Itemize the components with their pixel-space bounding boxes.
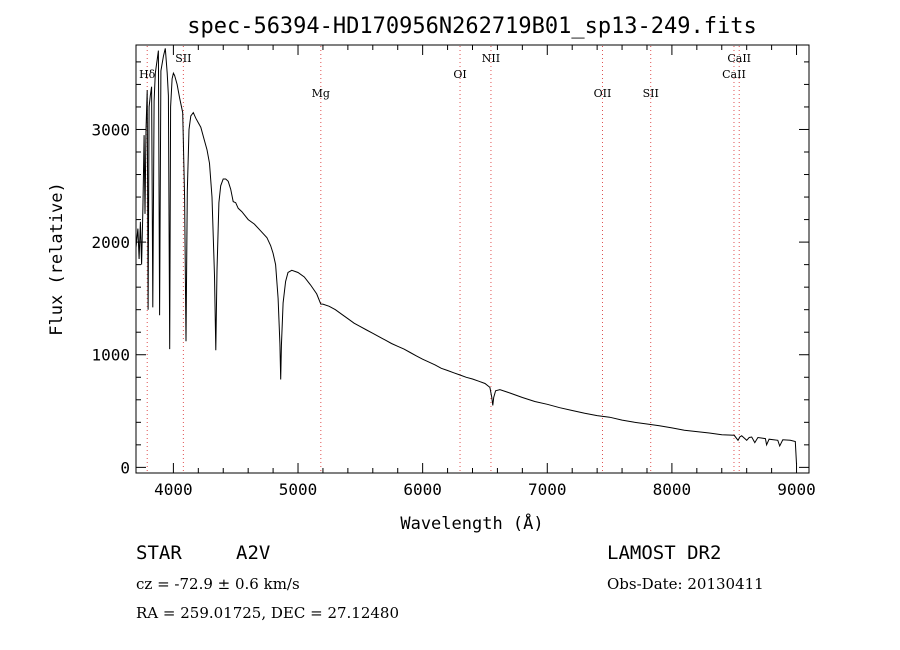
y-tick-label: 3000 bbox=[91, 120, 130, 139]
obs-date: Obs-Date: 20130411 bbox=[607, 575, 764, 593]
y-tick-label: 1000 bbox=[91, 346, 130, 365]
plot-frame bbox=[135, 44, 810, 474]
spectrum-series-line bbox=[135, 48, 797, 465]
spectral-line-label: CaII bbox=[722, 68, 746, 81]
spectral-line-label: Mg bbox=[312, 87, 330, 100]
x-tick-label: 4000 bbox=[154, 480, 193, 499]
plot-area: Hδ SII Mg OI NII OII SII CaII CaII 4000 5000 6000 7… bbox=[91, 44, 816, 499]
survey-name: LAMOST DR2 bbox=[607, 542, 721, 564]
x-tick-label: 7000 bbox=[528, 480, 567, 499]
object-type: STAR bbox=[136, 542, 182, 564]
chart-title: spec-56394-HD170956N262719B01_sp13-249.f… bbox=[187, 14, 757, 39]
axis-ticks: 4000 5000 6000 7000 8000 9000 0 1000 2000 3000 bbox=[91, 45, 816, 499]
spectral-line-label: NII bbox=[482, 52, 500, 65]
x-tick-label: 9000 bbox=[777, 480, 816, 499]
spectral-line-label: SII bbox=[175, 52, 191, 65]
spectral-line-label: CaII bbox=[727, 52, 751, 65]
y-tick-label: 2000 bbox=[91, 233, 130, 252]
x-tick-label: 5000 bbox=[279, 480, 318, 499]
spectral-line-label: OI bbox=[453, 68, 466, 81]
y-axis-label: Flux (relative) bbox=[47, 182, 67, 336]
x-tick-label: 6000 bbox=[403, 480, 442, 499]
spectral-line-label: SII bbox=[643, 87, 659, 100]
y-tick-label: 0 bbox=[120, 458, 130, 477]
spectral-class: A2V bbox=[236, 542, 270, 564]
spectral-line-markers: Hδ SII Mg OI NII OII SII CaII CaII bbox=[139, 46, 751, 472]
x-tick-label: 8000 bbox=[653, 480, 692, 499]
coordinates: RA = 259.01725, DEC = 27.12480 bbox=[136, 604, 399, 622]
redshift-info: cz = -72.9 ± 0.6 km/s bbox=[136, 575, 300, 593]
x-axis-label: Wavelength (Å) bbox=[400, 512, 543, 534]
spectral-line-label: OII bbox=[594, 87, 612, 100]
spectral-line-label: Hδ bbox=[139, 68, 156, 81]
